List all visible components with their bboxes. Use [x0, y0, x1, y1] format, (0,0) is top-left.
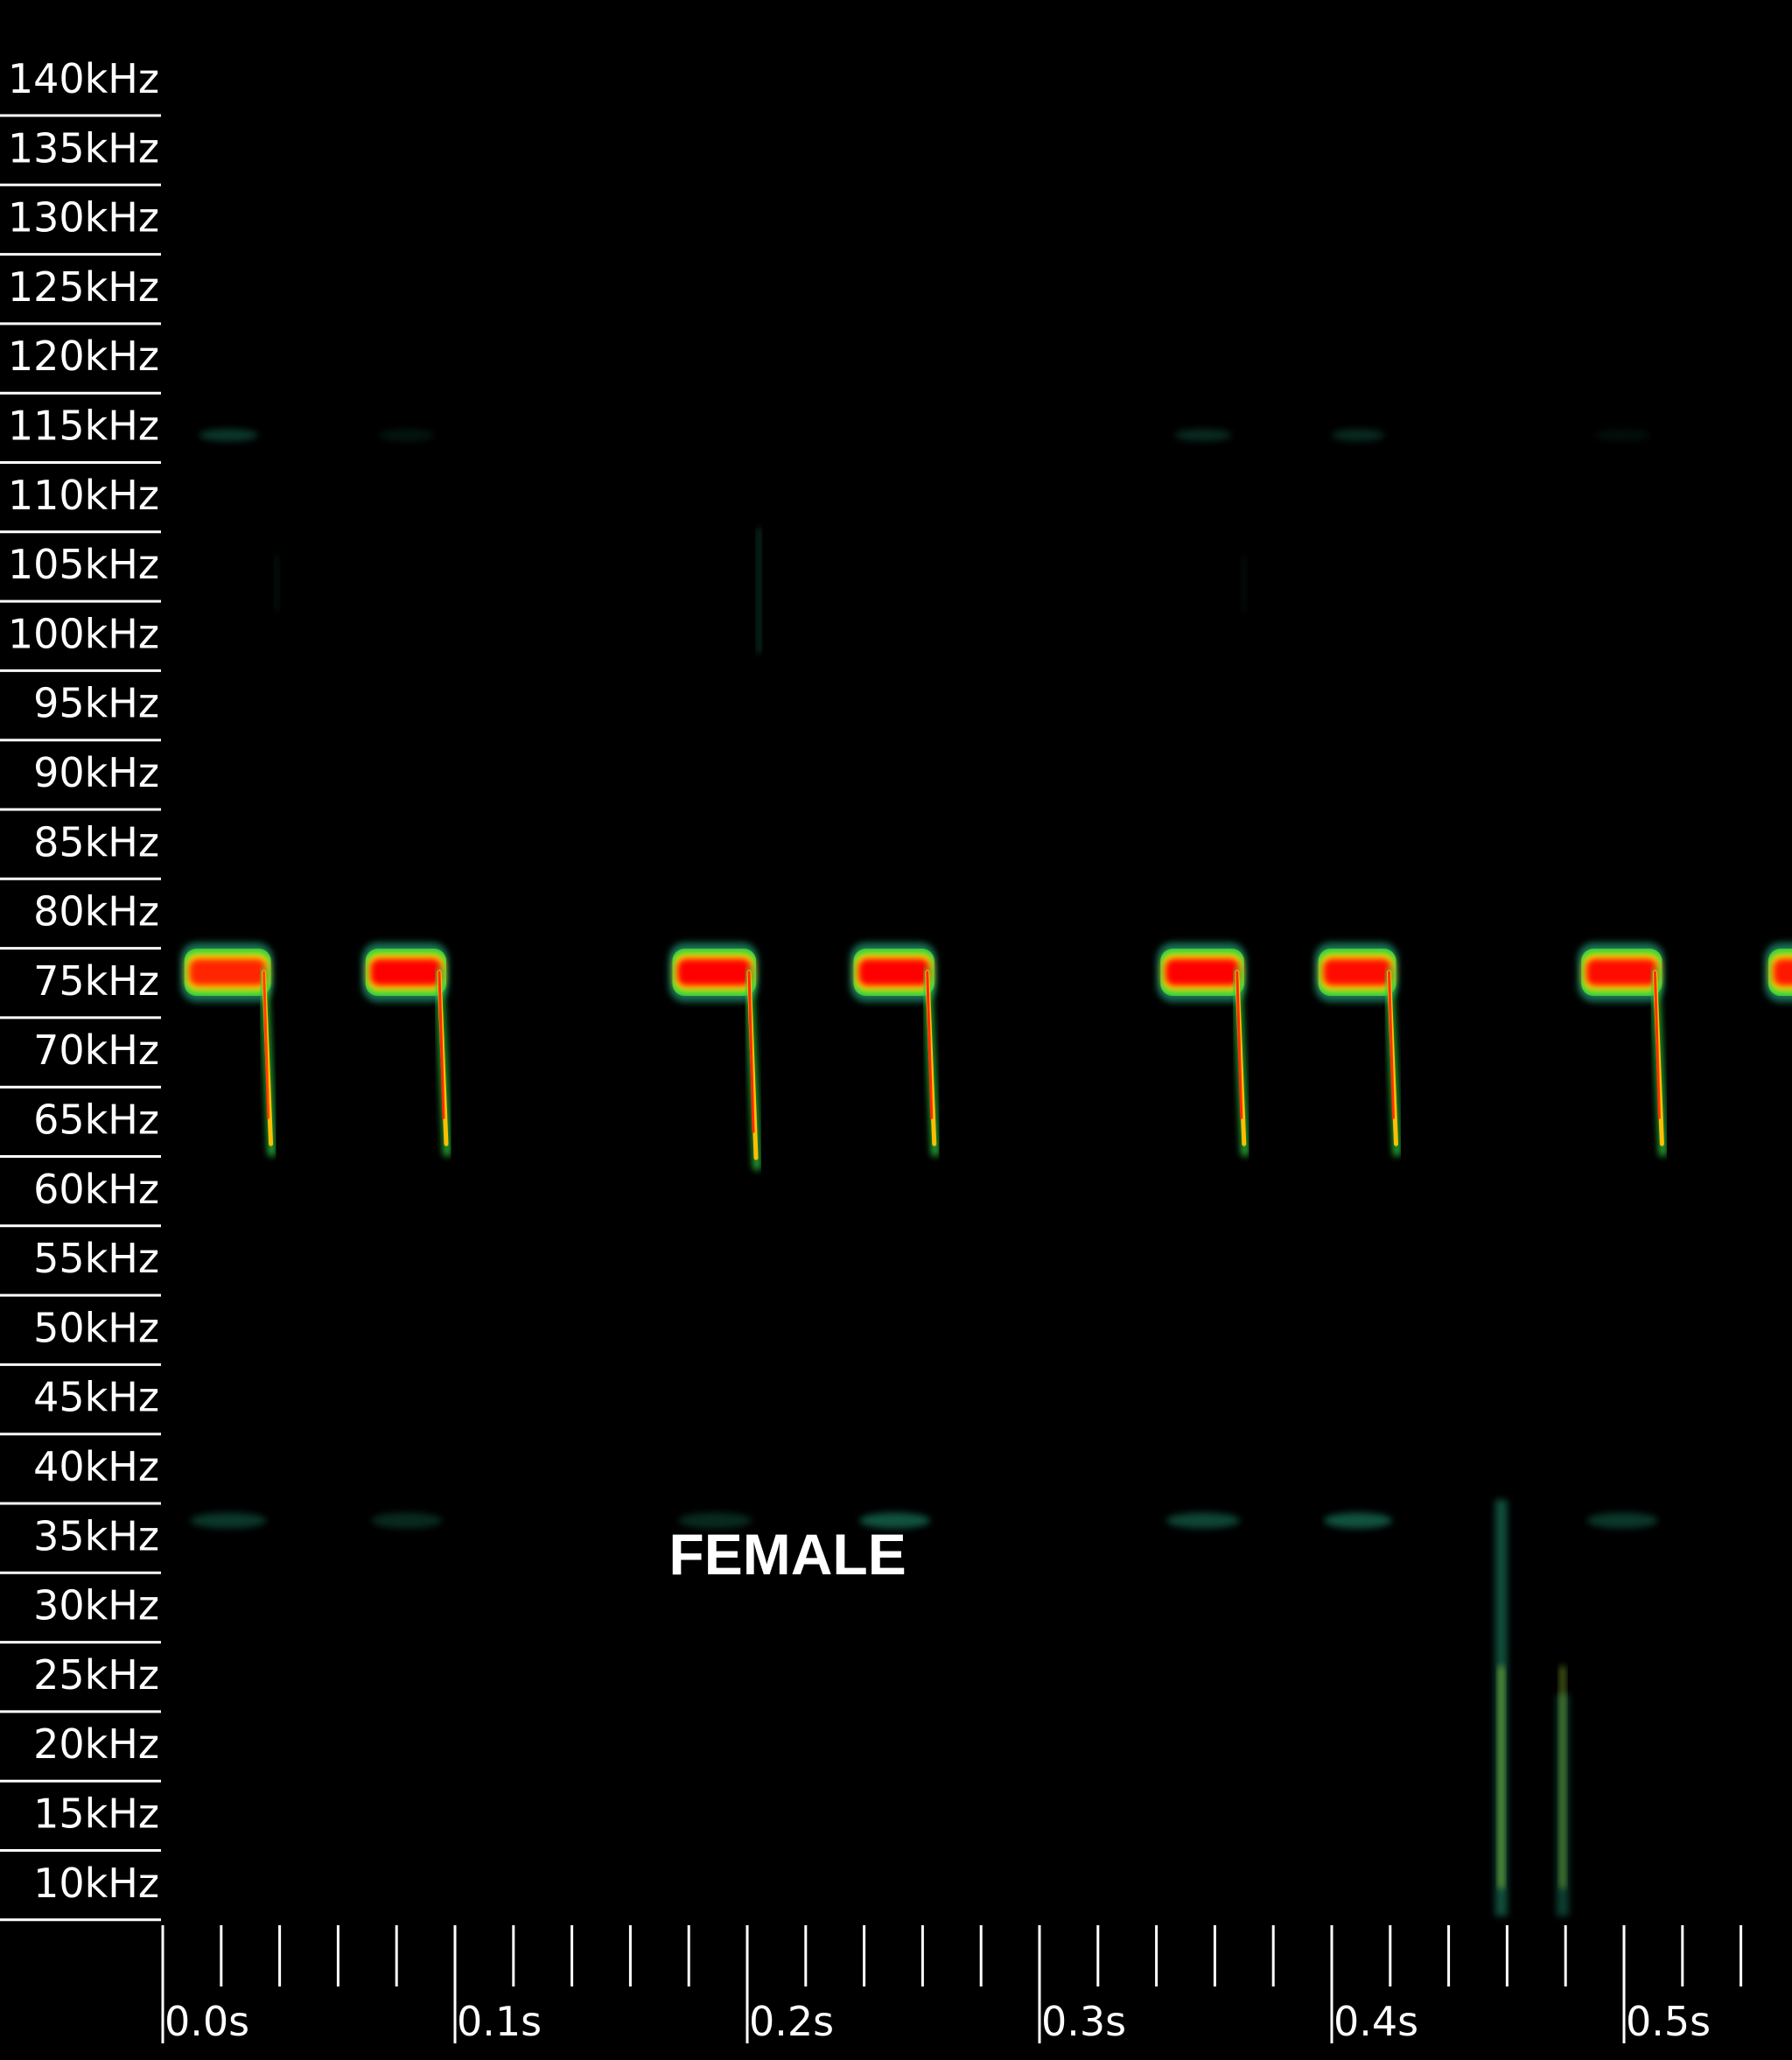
- noise-burst-core: [1498, 1666, 1504, 1888]
- x-tick-label: 0.4s: [1334, 1998, 1418, 2045]
- x-tick-label: 0.1s: [457, 1998, 542, 2045]
- call-cf-red: [1773, 958, 1792, 987]
- y-tick-label: 80kHz: [33, 888, 159, 935]
- faint-streak: [275, 556, 279, 612]
- y-tick-label: 20kHz: [33, 1720, 159, 1768]
- faint-streak: [757, 528, 761, 654]
- noise-burst: [1556, 1666, 1569, 1916]
- call-pulse: [180, 429, 276, 1529]
- y-tick-label: 140kHz: [8, 55, 159, 102]
- y-tick-label: 60kHz: [33, 1166, 159, 1213]
- y-tick-label: 15kHz: [33, 1790, 159, 1838]
- harmonic-115khz: [1331, 429, 1385, 442]
- call-fm-tail-core: [262, 970, 270, 1119]
- harmonic-115khz: [1594, 429, 1650, 442]
- y-tick-label: 110kHz: [8, 472, 159, 519]
- call-pulse: [1157, 429, 1250, 1529]
- x-tick-label: 0.3s: [1041, 1998, 1126, 2045]
- call-pulse: [1314, 429, 1401, 1529]
- call-fm-tail-core: [438, 970, 445, 1119]
- y-tick-label: 75kHz: [33, 957, 159, 1005]
- calls-layer: [180, 429, 1792, 1916]
- y-tick-label: 35kHz: [33, 1512, 159, 1559]
- harmonic-35khz: [190, 1512, 267, 1529]
- harmonic-115khz: [199, 429, 259, 442]
- call-pulse: [668, 942, 761, 1529]
- call-pulse: [850, 942, 940, 1529]
- faint-streak: [1242, 556, 1246, 612]
- x-axis: 0.0s 0.1s 0.2s 0.3s 0.4s 0.5s: [161, 1925, 1743, 2045]
- y-tick-label: 95kHz: [33, 680, 159, 727]
- call-pulse: [1578, 429, 1667, 1529]
- y-tick-label: 10kHz: [33, 1860, 159, 1907]
- y-tick-label: 40kHz: [33, 1443, 159, 1490]
- y-tick-label: 65kHz: [33, 1097, 159, 1144]
- y-tick-label: 115kHz: [8, 403, 159, 450]
- y-tick-label: 45kHz: [33, 1374, 159, 1421]
- noise-burst-core: [1559, 1666, 1565, 1888]
- noise-burst: [1494, 1499, 1508, 1916]
- call-fm-tail-core: [1653, 970, 1661, 1119]
- call-cf-red: [676, 958, 752, 987]
- call-cf-red: [858, 958, 930, 987]
- call-cf-red: [1165, 958, 1240, 987]
- harmonic-35khz: [1323, 1512, 1393, 1529]
- harmonic-115khz: [1174, 429, 1232, 442]
- y-tick-label: 30kHz: [33, 1582, 159, 1629]
- y-tick-label: 85kHz: [33, 818, 159, 865]
- y-tick-label: 90kHz: [33, 749, 159, 796]
- y-tick-label: 55kHz: [33, 1235, 159, 1282]
- harmonic-35khz: [1166, 1512, 1241, 1529]
- x-tick-label: 0.2s: [749, 1998, 834, 2045]
- y-tick-label: 135kHz: [8, 124, 159, 172]
- call-pulse: [361, 429, 452, 1529]
- y-tick-label: 100kHz: [8, 610, 159, 657]
- call-cf-red: [1586, 958, 1658, 987]
- y-tick-label: 125kHz: [8, 263, 159, 311]
- x-tick-label: 0.5s: [1626, 1998, 1711, 2045]
- call-fm-tail-core: [926, 970, 934, 1119]
- call-fm-tail-core: [1236, 970, 1243, 1119]
- call-cf-red: [188, 958, 267, 987]
- x-tick-label: 0.0s: [164, 1998, 249, 2045]
- y-tick-label: 120kHz: [8, 333, 159, 380]
- call-fm-tail-core: [747, 970, 755, 1133]
- harmonic-35khz: [859, 1512, 931, 1529]
- y-tick-label: 105kHz: [8, 541, 159, 588]
- call-fm-tail-core: [1387, 970, 1395, 1119]
- y-tick-label: 130kHz: [8, 194, 159, 242]
- harmonic-115khz: [379, 429, 435, 442]
- call-pulse: [1765, 942, 1792, 1003]
- harmonic-35khz: [1586, 1512, 1658, 1529]
- annotation-layer: FEMALE: [668, 1522, 906, 1587]
- y-tick-label: 50kHz: [33, 1304, 159, 1351]
- y-tick-label: 25kHz: [33, 1651, 159, 1699]
- call-cf-red: [1322, 958, 1392, 987]
- annotation-label: FEMALE: [668, 1522, 906, 1587]
- y-tick-label: 70kHz: [33, 1026, 159, 1074]
- y-axis: 140kHz 135kHz 130kHz 125kHz 120kHz 115kHz 110k…: [0, 55, 161, 1922]
- call-cf-red: [369, 958, 442, 987]
- harmonic-35khz: [678, 1512, 752, 1529]
- harmonic-35khz: [371, 1512, 443, 1529]
